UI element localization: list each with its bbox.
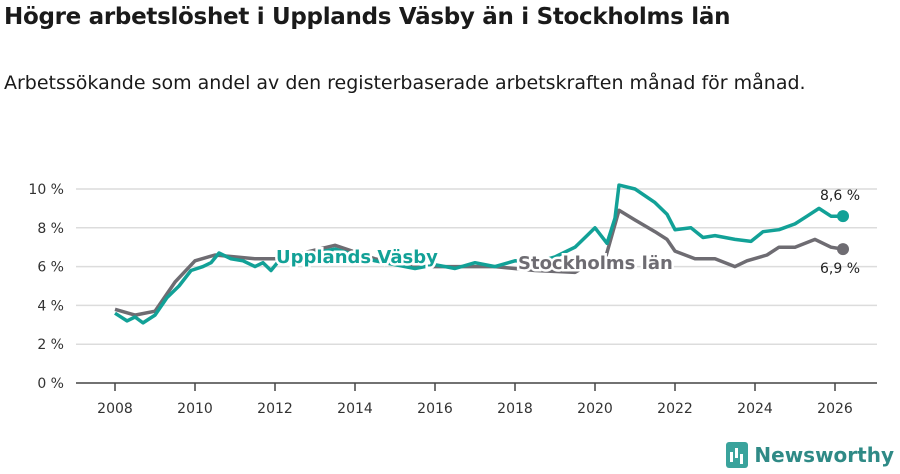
end-value-label: 8,6 % bbox=[820, 188, 860, 204]
x-tick-label: 2022 bbox=[657, 401, 693, 417]
newsworthy-logo: Newsworthy bbox=[726, 442, 894, 468]
y-tick-label: 6 % bbox=[37, 260, 64, 276]
x-tick-label: 2020 bbox=[577, 401, 613, 417]
y-tick-label: 8 % bbox=[37, 221, 64, 237]
x-tick-label: 2010 bbox=[177, 401, 213, 417]
end-value-label: 6,9 % bbox=[820, 261, 860, 277]
y-tick-label: 2 % bbox=[37, 337, 64, 353]
x-tick-label: 2016 bbox=[417, 401, 453, 417]
series-end-point bbox=[837, 210, 849, 223]
chart-title: Högre arbetslöshet i Upplands Väsby än i… bbox=[4, 4, 731, 30]
series-end-point bbox=[837, 243, 849, 256]
brand-name: Newsworthy bbox=[754, 443, 894, 467]
x-tick-label: 2024 bbox=[737, 401, 773, 417]
x-tick-label: 2026 bbox=[817, 401, 853, 417]
series-inline-label: Upplands Väsby bbox=[276, 247, 438, 268]
chart-subtitle: Arbetssökande som andel av den registerb… bbox=[4, 72, 806, 94]
x-tick-label: 2014 bbox=[337, 401, 373, 417]
x-tick-label: 2012 bbox=[257, 401, 293, 417]
x-tick-label: 2008 bbox=[97, 401, 133, 417]
series-line-upplands-väsby bbox=[114, 183, 843, 325]
y-tick-label: 10 % bbox=[28, 182, 64, 198]
y-tick-label: 4 % bbox=[37, 298, 64, 314]
series-inline-label: Stockholms län bbox=[518, 253, 673, 274]
y-tick-label: 0 % bbox=[37, 376, 64, 392]
x-tick-label: 2018 bbox=[497, 401, 533, 417]
newsworthy-logo-icon bbox=[726, 442, 749, 468]
